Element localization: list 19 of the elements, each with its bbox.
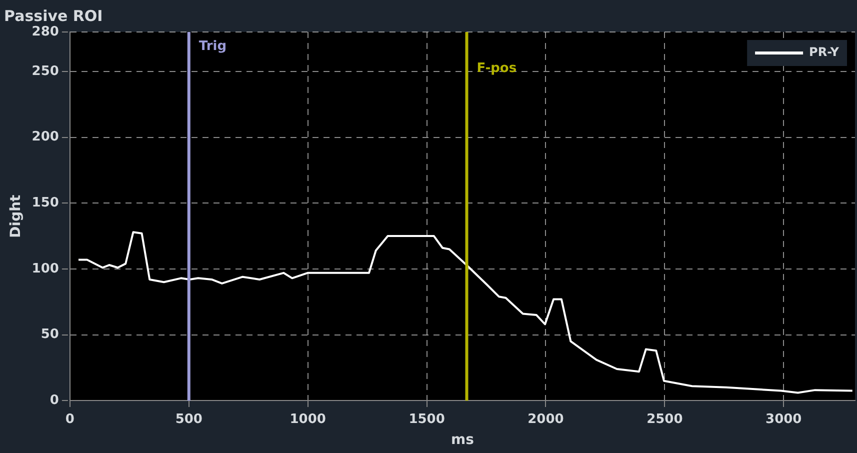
chart-title: Passive ROI <box>4 6 103 25</box>
y-tick-label: 100 <box>32 261 59 276</box>
x-tick-label: 500 <box>175 412 202 427</box>
x-tick-label: 2000 <box>528 412 564 427</box>
y-tick-label: 280 <box>32 24 59 40</box>
x-tick-label: 3000 <box>766 412 802 427</box>
x-tick-label: 1500 <box>408 412 445 427</box>
x-tick-label: 1000 <box>290 412 326 427</box>
x-tick-label: 0 <box>65 412 74 427</box>
y-tick-label: 0 <box>50 392 59 408</box>
y-tick-label: 250 <box>32 64 59 79</box>
legend-label: PR-Y <box>809 45 840 60</box>
y-tick-label: 200 <box>32 130 59 145</box>
y-tick-label: 150 <box>32 196 59 211</box>
x-axis-title: ms <box>451 432 474 448</box>
y-axis-title: Dight <box>8 194 24 238</box>
x-tick-label: 2500 <box>646 412 683 427</box>
ref-line-label: Trig <box>198 38 227 54</box>
y-tick-label: 50 <box>40 327 59 342</box>
